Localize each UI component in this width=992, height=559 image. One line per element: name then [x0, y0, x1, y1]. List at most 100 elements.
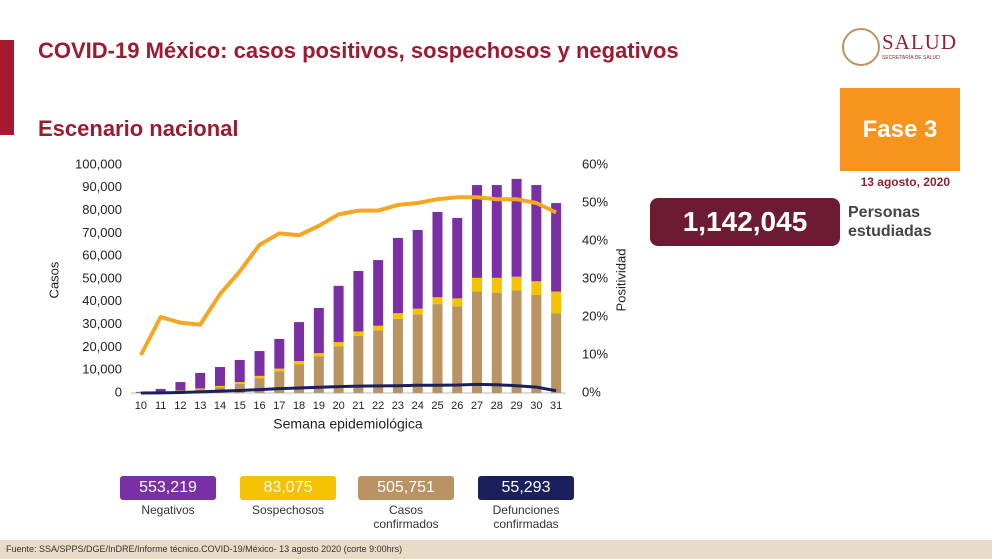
x-tick-label: 21: [352, 400, 364, 412]
x-axis-title: Semana epidemiológica: [273, 416, 423, 432]
bar-segment: [432, 297, 443, 305]
y2-tick-label: 20%: [582, 308, 608, 323]
total-label: Personas estudiadas: [848, 204, 932, 240]
y-tick-label: 40,000: [82, 293, 122, 308]
bar-segment: [373, 325, 384, 331]
y2-axis-title: Positividad: [613, 249, 628, 312]
bar-segment: [392, 237, 403, 314]
bar-segment: [452, 298, 463, 307]
x-tick-label: 28: [491, 400, 503, 412]
bar-segment: [412, 314, 423, 393]
y-tick-label: 70,000: [82, 225, 122, 240]
y-axis-title: Casos: [46, 261, 61, 298]
y2-tick-label: 10%: [582, 346, 608, 361]
bar-segment: [175, 382, 186, 391]
y-tick-label: 90,000: [82, 179, 122, 194]
legend-label: Negativos: [141, 503, 195, 517]
legend-label: Defunciones confirmadas: [492, 503, 560, 531]
bar-segment: [472, 291, 483, 393]
legend-total: 55,293: [478, 476, 574, 500]
bar-segment: [551, 291, 562, 314]
legend-total: 553,219: [120, 476, 216, 500]
bar-segment: [392, 313, 403, 319]
x-tick-label: 24: [412, 400, 424, 412]
x-tick-label: 27: [471, 400, 483, 412]
x-tick-label: 17: [273, 400, 285, 412]
bar-segment: [313, 307, 324, 354]
legend-label: Sospechosos: [251, 503, 325, 517]
x-tick-label: 30: [530, 400, 542, 412]
bar-segment: [511, 290, 522, 393]
x-tick-label: 20: [332, 400, 344, 412]
bar-segment: [313, 356, 324, 393]
footer: Fuente: SSA/SPPS/DGE/InDRE/Informe técni…: [6, 544, 403, 554]
bar-segment: [254, 375, 265, 379]
legend-label: Casos confirmados: [373, 503, 439, 531]
y2-tick-label: 50%: [582, 194, 608, 209]
y-tick-label: 10,000: [82, 362, 122, 377]
bar-segment: [452, 306, 463, 393]
bar-segment: [432, 211, 443, 298]
x-tick-label: 29: [510, 400, 522, 412]
total-studied: 1,142,045: [650, 198, 840, 246]
phase: Fase 3: [840, 88, 960, 171]
bar-segment: [155, 388, 166, 393]
y-tick-label: 80,000: [82, 202, 122, 217]
bar-segment: [511, 178, 522, 277]
bar-segment: [234, 383, 245, 393]
bar-segment: [195, 388, 206, 390]
bar-segment: [353, 336, 364, 393]
date: 13 agosto, 2020: [860, 175, 950, 189]
bar-segment: [333, 346, 344, 393]
bar-segment: [333, 285, 344, 343]
bar-segment: [472, 185, 483, 278]
bar-segment: [551, 203, 562, 292]
y2-tick-label: 40%: [582, 232, 608, 247]
bar-segment: [214, 385, 225, 388]
bar-segment: [254, 351, 265, 376]
line-series: [139, 195, 557, 356]
footer-band: [0, 540, 992, 559]
bar-segment: [274, 338, 285, 369]
x-tick-label: 11: [155, 400, 166, 412]
bar-segment: [373, 330, 384, 393]
x-tick-label: 26: [451, 400, 463, 412]
x-tick-label: 18: [293, 400, 305, 412]
bar-segment: [274, 368, 285, 372]
y-tick-label: 100,000: [75, 156, 122, 171]
title: COVID-19 México: casos positivos, sospec…: [38, 38, 679, 63]
x-tick-label: 10: [135, 400, 147, 412]
bar-segment: [551, 313, 562, 393]
bar-segment: [234, 359, 245, 383]
bar-segment: [491, 292, 502, 393]
bar-segment: [333, 342, 344, 347]
y-tick-label: 30,000: [82, 316, 122, 331]
y-tick-label: 60,000: [82, 248, 122, 263]
x-tick-label: 31: [550, 400, 562, 412]
x-tick-label: 16: [253, 400, 265, 412]
bar-segment: [412, 308, 423, 315]
subtitle: Escenario nacional: [38, 116, 239, 141]
accent-bar: [0, 40, 14, 135]
bar-segment: [214, 367, 225, 386]
bar-segment: [353, 271, 364, 332]
bar-segment: [392, 318, 403, 393]
logo: SALUD: [882, 30, 958, 54]
x-tick-label: 12: [174, 400, 186, 412]
logo-emblem: [842, 28, 880, 66]
x-tick-label: 13: [194, 400, 206, 412]
legend-total: 505,751: [358, 476, 454, 500]
y2-tick-label: 60%: [582, 156, 608, 171]
x-tick-label: 19: [313, 400, 325, 412]
bar-segment: [294, 361, 305, 365]
y2-tick-label: 30%: [582, 270, 608, 285]
x-tick-label: 23: [392, 400, 404, 412]
bar-segment: [274, 371, 285, 393]
bar-segment: [175, 390, 186, 392]
bar-segment: [254, 378, 265, 393]
bar-segment: [511, 276, 522, 291]
bar-segment: [531, 294, 542, 393]
bar-segment: [353, 331, 364, 336]
